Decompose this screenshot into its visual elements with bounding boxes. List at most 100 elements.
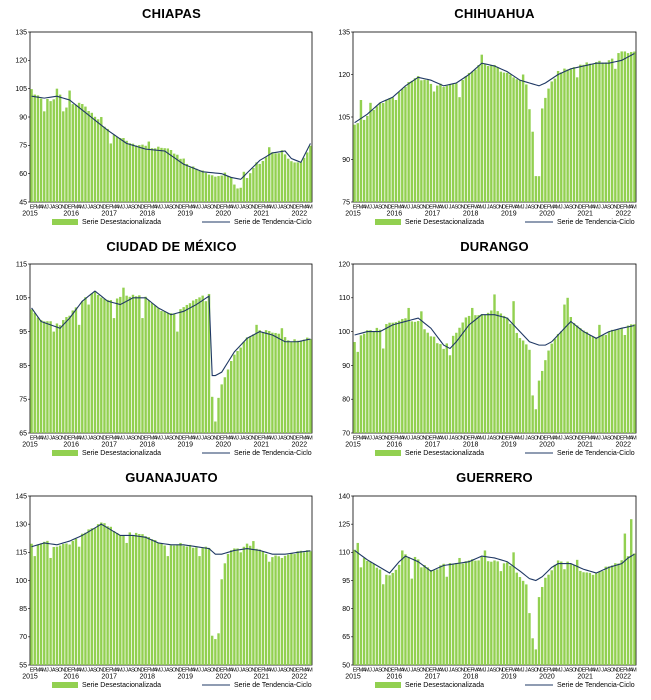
data-bar	[591, 336, 595, 433]
data-bar	[575, 559, 579, 665]
x-year-label: 2017	[425, 442, 441, 449]
data-bar	[87, 304, 90, 433]
x-month-label: E	[296, 205, 300, 211]
data-bar	[397, 92, 401, 202]
data-bar	[71, 540, 74, 665]
data-bar	[290, 341, 293, 433]
x-month-label: O	[134, 205, 139, 211]
x-month-label: J	[160, 436, 163, 442]
data-bar	[353, 124, 356, 202]
y-tick-label: 80	[342, 606, 350, 613]
data-bar	[610, 565, 614, 665]
data-bar	[553, 338, 557, 433]
chart-title-guanajuato: GUANAJUATO	[125, 470, 218, 485]
trend-line	[31, 523, 311, 555]
x-month-label: S	[131, 436, 135, 442]
data-bar	[306, 337, 309, 433]
x-month-label: J	[522, 205, 525, 211]
data-bar	[176, 331, 179, 433]
x-month-label: J	[525, 436, 528, 442]
data-bar	[293, 162, 296, 202]
x-month-label: A	[477, 436, 481, 442]
data-bar	[268, 561, 271, 665]
x-month-label: N	[251, 668, 255, 674]
x-month-label: D	[426, 436, 430, 442]
data-bar	[458, 97, 461, 202]
x-month-label: O	[381, 205, 386, 211]
y-tick-label: 130	[15, 522, 27, 529]
x-year-label: 2022	[615, 674, 631, 681]
data-bar	[598, 60, 601, 203]
data-bar	[264, 554, 268, 665]
x-month-label: J	[163, 436, 166, 442]
x-month-label: O	[58, 436, 63, 442]
data-bar	[226, 369, 230, 433]
x-month-label: S	[569, 668, 573, 674]
x-month-label: E	[144, 436, 148, 442]
x-month-label: E	[106, 668, 110, 674]
data-bar	[239, 187, 242, 202]
x-month-label: N	[61, 436, 65, 442]
data-bar	[620, 327, 623, 433]
data-bar	[598, 324, 601, 433]
x-month-label: E	[505, 205, 509, 211]
data-bar	[537, 176, 541, 202]
x-month-label: N	[61, 668, 65, 674]
data-bar	[451, 335, 455, 433]
data-bar	[442, 348, 445, 433]
x-month-label: E	[505, 436, 509, 442]
data-bar	[528, 613, 531, 665]
data-bar	[506, 72, 509, 202]
x-month-label: J	[125, 205, 128, 211]
x-month-label: O	[96, 436, 101, 442]
x-month-label: J	[563, 205, 566, 211]
x-month-label: S	[283, 205, 287, 211]
x-month-label: A	[629, 668, 633, 674]
x-month-label: E	[144, 668, 148, 674]
data-bar	[96, 524, 100, 665]
x-month-label: J	[449, 668, 452, 674]
x-month-label: E	[258, 205, 262, 211]
x-month-label: J	[84, 668, 87, 674]
x-month-label: F	[223, 436, 227, 442]
x-month-label: D	[140, 205, 144, 211]
x-month-label: A	[515, 436, 519, 442]
x-year-label: 2017	[101, 211, 117, 218]
x-month-label: O	[210, 436, 215, 442]
x-month-label: N	[289, 436, 293, 442]
data-bar	[534, 176, 538, 202]
x-month-label: D	[426, 668, 430, 674]
data-bar	[261, 551, 265, 665]
data-bar	[207, 174, 211, 202]
x-month-label: J	[198, 436, 201, 442]
x-month-label: M	[264, 668, 269, 674]
x-month-label: E	[582, 205, 586, 211]
y-tick-label: 120	[15, 58, 27, 65]
data-bar	[176, 545, 179, 665]
x-month-label: O	[572, 205, 577, 211]
x-month-label: M	[150, 436, 155, 442]
data-bar	[198, 556, 201, 665]
x-month-label: M	[188, 205, 193, 211]
data-bar	[617, 329, 620, 433]
x-month-label: S	[607, 205, 611, 211]
data-bar	[359, 335, 363, 433]
data-bar	[547, 350, 550, 433]
y-tick-label: 90	[19, 114, 27, 121]
data-bar	[188, 167, 192, 202]
x-month-label: J	[563, 436, 566, 442]
x-month-label: J	[49, 436, 52, 442]
x-year-label: 2015	[345, 211, 361, 218]
x-month-label: E	[544, 205, 548, 211]
x-month-label: M	[232, 668, 237, 674]
data-bar	[160, 310, 163, 433]
x-month-label: O	[210, 205, 215, 211]
x-month-label: J	[410, 205, 413, 211]
data-bar	[65, 317, 68, 433]
data-bar	[134, 532, 138, 665]
x-month-label: F	[261, 436, 265, 442]
x-month-label: M	[397, 205, 402, 211]
legend-bar-swatch	[375, 219, 401, 225]
x-month-label: N	[423, 436, 427, 442]
x-month-label: D	[464, 436, 468, 442]
